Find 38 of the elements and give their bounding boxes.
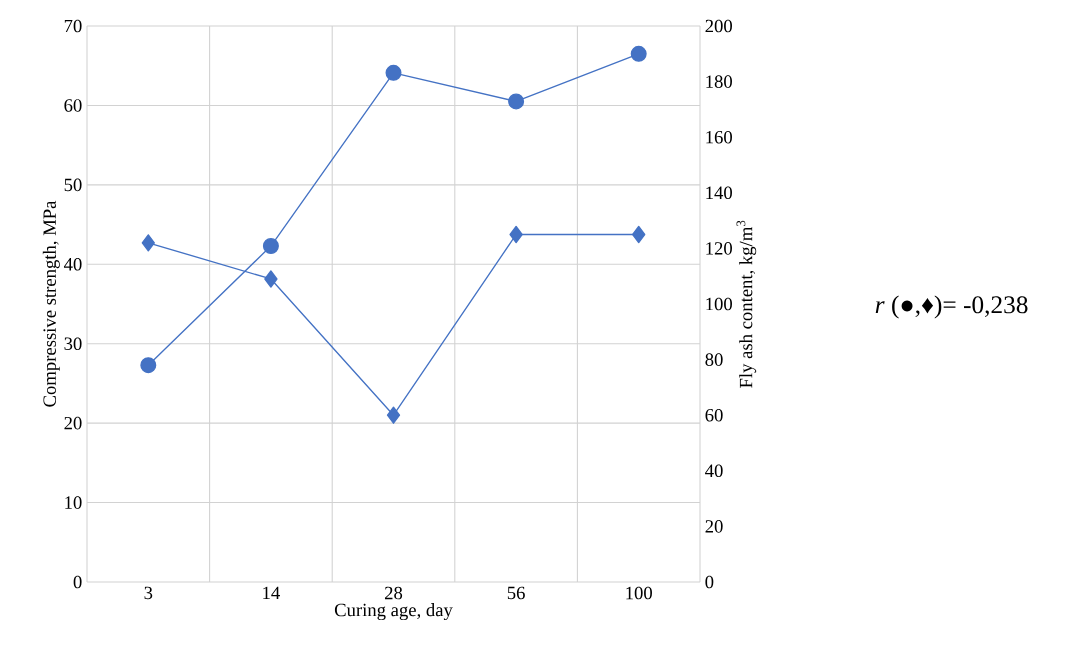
point (262, 238, 279, 255)
y-tick-label: 70 (64, 19, 82, 33)
point (386, 406, 401, 424)
y2-axis-title: Fly ash content, kg/m$^{3}$ (736, 220, 757, 388)
x-tick-label: 56 (507, 586, 525, 600)
y2-tick-label: 0 (705, 575, 714, 589)
x-axis-title: Curing age, day (334, 603, 453, 621)
y-tick-label: 60 (64, 99, 82, 112)
y-tick-label: 20 (64, 416, 82, 430)
y-tick-label: 0 (73, 575, 82, 589)
point (509, 225, 523, 244)
y-tick-label: 40 (63, 257, 82, 271)
y2-tick-label: 200 (705, 19, 732, 33)
y2-tick-label: 80 (705, 353, 723, 366)
y2-tick-label: 40 (705, 464, 723, 478)
point (264, 270, 278, 288)
x-tick-label: 100 (626, 586, 652, 600)
x-tick-label: 28 (384, 586, 403, 600)
y2-tick-label: 20 (705, 520, 723, 533)
y-tick-label: 50 (64, 178, 82, 192)
y2-tick-label: 100 (706, 297, 732, 311)
y2-tick-label: 60 (705, 408, 723, 422)
point (141, 234, 155, 252)
y2-tick-label: 180 (706, 75, 732, 88)
point (385, 64, 402, 81)
y-axis-title: Compressive strength, MPa (42, 200, 60, 407)
point (508, 93, 525, 110)
x-tick-label: 14 (263, 586, 280, 600)
y-tick-label: 10 (65, 496, 82, 509)
y2-tick-label: 140 (706, 186, 732, 200)
y-tick-label: 30 (64, 337, 82, 351)
text: r (●,♦)= -0,238 (875, 295, 1028, 319)
point (632, 225, 646, 244)
x-tick-label: 3 (144, 586, 153, 600)
point (140, 357, 157, 374)
y2-tick-label: 120 (706, 242, 732, 255)
y2-tick-label: 160 (706, 130, 732, 144)
point (630, 45, 647, 62)
